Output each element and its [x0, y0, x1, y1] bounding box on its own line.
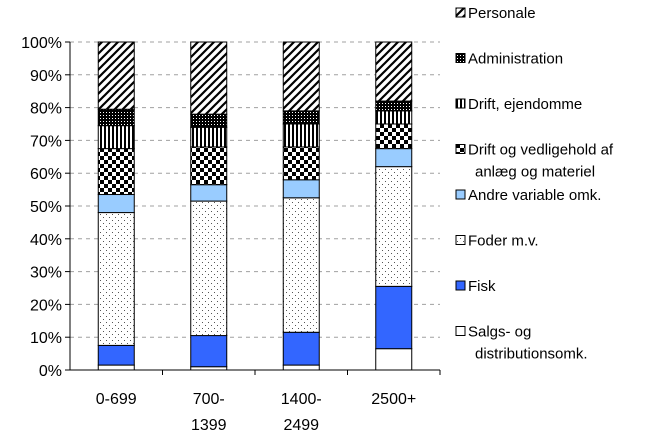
- legend-label: Foder m.v.: [468, 233, 539, 250]
- y-tick-label: 20%: [30, 297, 62, 314]
- legend-label: Drift og vedligehold af: [468, 142, 614, 159]
- bar-segment: [97, 344, 135, 366]
- y-tick-label: 100%: [21, 35, 62, 52]
- legend: Personale Administration Drift, ejendomme D…: [455, 5, 614, 363]
- bar-segment: [282, 123, 320, 148]
- legend-label: Drift, ejendomme: [468, 96, 582, 113]
- bar-segment: [190, 335, 228, 368]
- bar-segment: [97, 41, 135, 110]
- bar-segment: [97, 212, 135, 346]
- legend-label: distributionsomk.: [475, 346, 588, 363]
- bar-segment: [190, 126, 228, 148]
- legend-swatch: [455, 189, 466, 200]
- bar-segment: [97, 194, 135, 214]
- legend-label: Andre variable omk.: [468, 187, 601, 204]
- bar-segment: [282, 364, 320, 371]
- x-tick-label: 0-699: [96, 391, 137, 408]
- bar-segment: [375, 41, 413, 102]
- y-tick-label: 70%: [30, 133, 62, 150]
- bar-segment: [97, 125, 135, 150]
- gridlines: [70, 41, 440, 338]
- bar-segment: [190, 184, 228, 202]
- legend-swatch: [455, 144, 466, 154]
- bars: [97, 41, 413, 371]
- y-tick-label: 10%: [30, 330, 62, 347]
- legend-label: Administration: [468, 51, 563, 68]
- bar-segment: [375, 348, 413, 371]
- x-tick-label: 700-: [193, 391, 225, 408]
- bar-segment: [190, 113, 228, 128]
- bar-segment: [97, 108, 135, 127]
- y-tick-label: 40%: [30, 232, 62, 249]
- bar-segment: [282, 331, 320, 366]
- bar-segment: [282, 179, 320, 199]
- bar-segment: [190, 146, 228, 186]
- y-tick-label: 80%: [30, 101, 62, 118]
- bar-segment: [97, 364, 135, 371]
- legend-swatch: [455, 98, 466, 109]
- y-tick-label: 0%: [39, 363, 62, 380]
- bar-segment: [375, 285, 413, 350]
- bar-segment: [375, 166, 413, 287]
- bar-segment: [375, 100, 413, 112]
- bar-segment: [375, 110, 413, 125]
- bar-segment: [282, 197, 320, 333]
- bar-segment: [282, 146, 320, 181]
- legend-swatch: [455, 280, 466, 291]
- y-tick-label: 90%: [30, 68, 62, 85]
- bar-segment: [282, 110, 320, 125]
- y-tick-label: 50%: [30, 199, 62, 216]
- bar-segment: [97, 148, 135, 196]
- x-tick-label: 1399: [191, 417, 227, 434]
- legend-swatch: [455, 53, 466, 63]
- legend-label: Salgs- og: [468, 324, 531, 341]
- x-tick-label: 1400-: [281, 391, 322, 408]
- legend-swatch: [455, 235, 466, 245]
- legend-swatch: [455, 7, 466, 18]
- x-tick-label: 2500+: [371, 391, 416, 408]
- axes: 0% 10% 20% 30% 40% 50% 60% 70% 80% 90% 100% 0-699 70…: [21, 35, 441, 434]
- bar-segment: [375, 148, 413, 168]
- legend-label: Personale: [468, 5, 536, 22]
- bar-segment: [190, 200, 228, 337]
- legend-label: anlæg og materiel: [475, 164, 595, 181]
- bar-segment: [282, 41, 320, 112]
- legend-label: Fisk: [468, 278, 496, 295]
- x-tick-label: 2499: [283, 417, 319, 434]
- bar-segment: [190, 41, 228, 115]
- bar-segment: [375, 123, 413, 150]
- legend-swatch: [455, 326, 466, 336]
- y-tick-label: 60%: [30, 166, 62, 183]
- y-tick-label: 30%: [30, 265, 62, 282]
